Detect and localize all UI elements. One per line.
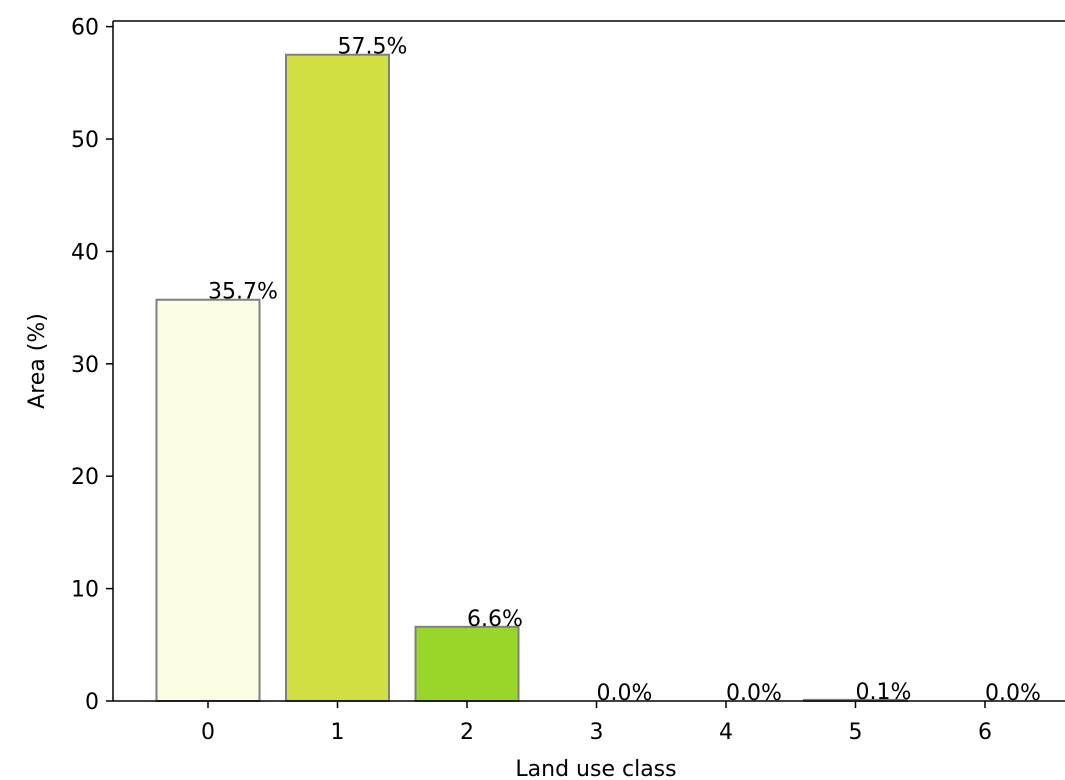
data-label-class-2: 6.6% [467, 607, 523, 632]
y-tick-label: 0 [85, 690, 99, 715]
x-tick-label: 5 [849, 720, 863, 745]
data-label-class-4: 0.0% [726, 681, 782, 706]
data-label-class-3: 0.0% [597, 681, 653, 706]
y-tick-label: 40 [71, 240, 99, 265]
bar-class-2 [414, 625, 520, 702]
axes-group [112, 20, 1065, 702]
x-tick-label: 2 [460, 720, 474, 745]
bars-group [155, 53, 908, 703]
y-tick-label: 50 [71, 128, 99, 153]
x-axis-label: Land use class [515, 757, 676, 780]
data-label-class-6: 0.0% [985, 681, 1041, 706]
bar-class-1 [285, 53, 390, 703]
data-label-class-1: 57.5% [338, 35, 408, 60]
x-tick-label: 3 [590, 720, 604, 745]
x-tick-label: 6 [978, 720, 992, 745]
y-ticks-group: 0 10 20 30 40 50 60 [71, 16, 113, 715]
y-tick-label: 60 [71, 16, 99, 41]
data-label-class-0: 35.7% [208, 280, 278, 305]
y-tick-label: 20 [71, 465, 99, 490]
y-tick-label: 10 [71, 578, 99, 603]
bar-class-0 [155, 298, 261, 702]
x-tick-label: 1 [331, 720, 345, 745]
y-tick-label: 30 [71, 353, 99, 378]
x-tick-label: 4 [719, 720, 733, 745]
x-ticks-group: 0 1 2 3 4 5 6 [201, 701, 992, 745]
x-tick-label: 0 [201, 720, 215, 745]
y-axis-label: Area (%) [25, 313, 50, 409]
